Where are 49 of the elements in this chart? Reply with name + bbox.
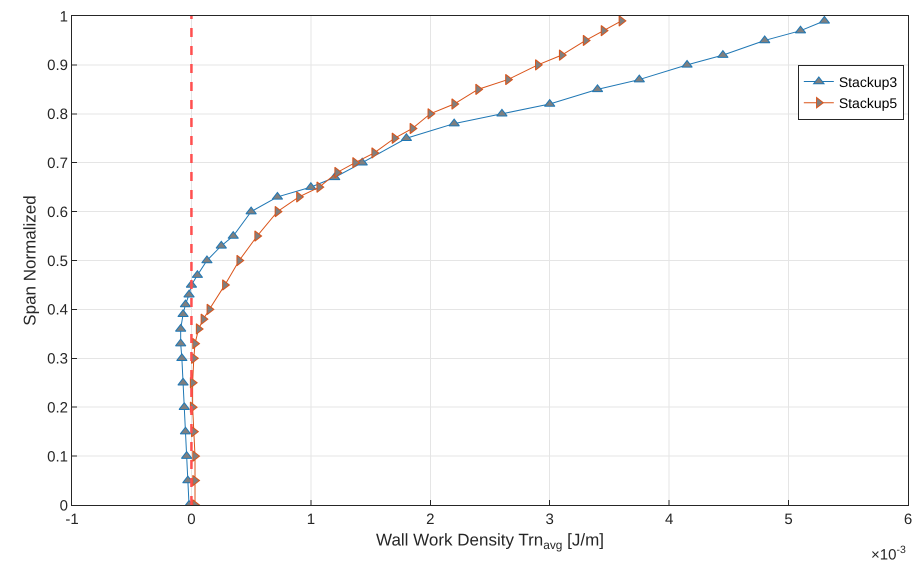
x-tick-label: 0 (187, 511, 196, 528)
y-tick-label: 0.8 (47, 106, 68, 124)
point (176, 353, 188, 362)
legend-label: Stackup3 (838, 74, 898, 90)
x-tick-label: 2 (426, 511, 434, 528)
x-tick-label: 1 (306, 511, 316, 528)
point (177, 309, 189, 318)
point (174, 324, 186, 332)
text: ×10$^{-3}$ (871, 544, 906, 564)
legend-label: Stackup5 (838, 95, 898, 112)
y-tick-label: 0.3 (47, 350, 68, 368)
point (582, 34, 591, 46)
y-tick-label: 0.4 (47, 302, 68, 319)
y-tick-label: 0.6 (47, 204, 68, 221)
point (192, 338, 200, 350)
point (236, 254, 244, 266)
y-tick-label: 0.1 (47, 448, 68, 466)
x-tick-label: 6 (904, 511, 912, 528)
x-axis-title: Wall Work Density Trn$_{avg}$ [J/m] (376, 530, 604, 552)
y-tick-label: 0.9 (47, 57, 68, 74)
x-tick-label: 5 (784, 511, 793, 528)
point (196, 323, 204, 335)
y-tick-label: 1 (60, 8, 68, 26)
point (558, 49, 567, 61)
point (254, 230, 262, 242)
point (592, 84, 604, 92)
x-tick-label: 3 (546, 511, 554, 528)
y-tick-label: 0 (60, 497, 68, 514)
point (334, 166, 342, 178)
point (316, 181, 324, 193)
point (496, 108, 508, 117)
point (371, 147, 380, 159)
point (216, 240, 227, 249)
point (475, 84, 484, 96)
y-tick-label: 0.7 (47, 154, 68, 172)
y-tick-label: 0.2 (47, 399, 68, 416)
point (618, 16, 626, 27)
point (681, 60, 693, 68)
point (192, 474, 200, 486)
point (352, 157, 360, 168)
y-tick-label: 0.5 (47, 252, 68, 270)
y-axis-title: Span Normalized (20, 195, 40, 326)
x-tick-label: 4 (664, 511, 674, 528)
x-tick-label: -1 (65, 511, 79, 528)
point (272, 192, 284, 200)
point (192, 450, 200, 462)
point (758, 35, 770, 44)
point (190, 377, 198, 388)
point (451, 98, 460, 110)
